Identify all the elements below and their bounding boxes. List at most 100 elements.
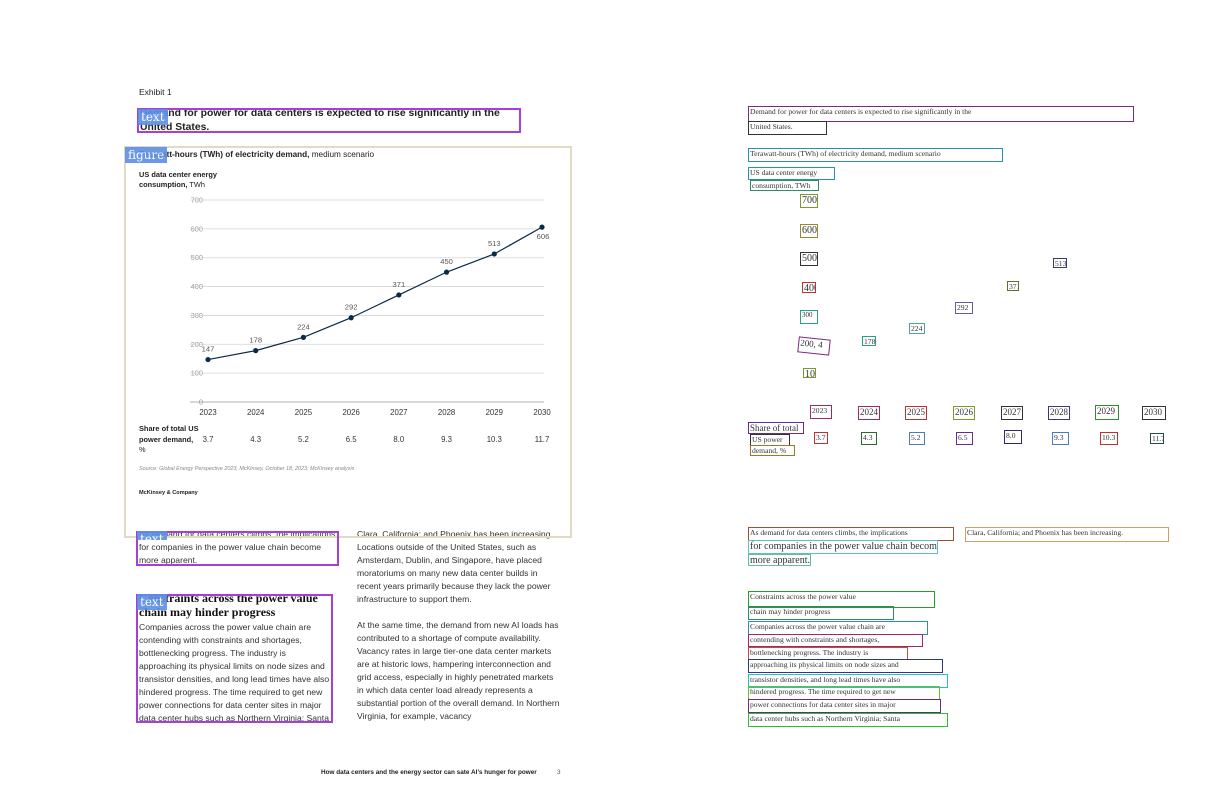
- ocr-box: 9.3: [1052, 432, 1069, 445]
- ocr-box: more apparent.: [748, 554, 811, 566]
- ocr-box: Constraints across the power value: [748, 591, 935, 608]
- share-value: 4.3: [250, 435, 261, 444]
- body-paragraph: At the same time, the demand from new AI…: [357, 620, 560, 721]
- ocr-box: transistor densities, and long lead time…: [748, 674, 948, 688]
- y-label-bold: US data center energy consumption,: [139, 170, 218, 189]
- share-unit: %: [139, 445, 146, 454]
- data-label: 606: [537, 232, 550, 241]
- x-tick-label: 2023: [199, 408, 216, 417]
- ocr-box: 10.3: [1100, 432, 1118, 445]
- region-tag: text: [137, 594, 167, 610]
- ocr-box: 500: [800, 252, 818, 266]
- ocr-box: 2027: [1001, 406, 1023, 420]
- ocr-box: approaching its physical limits on node …: [748, 659, 943, 673]
- ocr-box: 5.2: [909, 432, 925, 445]
- data-label: 224: [297, 322, 310, 331]
- data-point: [205, 356, 211, 363]
- brand: McKinsey & Company: [139, 490, 198, 496]
- data-line: [207, 226, 543, 361]
- ocr-box: 2025: [905, 406, 927, 420]
- exhibit-label: Exhibit 1: [139, 87, 172, 97]
- share-value: 10.3: [487, 435, 502, 444]
- x-tick-label: 2025: [295, 408, 313, 417]
- ocr-box: power connections for data center sites …: [748, 699, 941, 713]
- ocr-box: As demand for data centers climbs, the i…: [748, 527, 954, 541]
- data-point: [443, 269, 450, 275]
- subtitle-bold: Terawatt-hours (TWh) of electricity dema…: [139, 150, 310, 159]
- ocr-box: demand, %: [750, 445, 795, 456]
- text-box: [136, 531, 339, 566]
- ocr-box: 2028: [1048, 406, 1070, 420]
- footer-title: How data centers and the energy sector c…: [321, 769, 537, 776]
- ocr-box: 513: [1053, 258, 1067, 268]
- ocr-box: United States.: [748, 121, 827, 135]
- share-label: Share of total US power demand, %: [139, 424, 201, 456]
- ocr-box: 292: [955, 302, 973, 314]
- ocr-box: 700: [800, 194, 818, 208]
- ocr-box: 100: [803, 368, 816, 378]
- exhibit-heading: Demand for power for data centers is exp…: [140, 108, 500, 133]
- source: Source: Global Energy Perspective 2023, …: [139, 466, 355, 472]
- data-label: 292: [345, 303, 358, 312]
- ocr-box: Share of total: [748, 422, 804, 434]
- ocr-box: Terawatt-hours (TWh) of electricity dema…: [748, 148, 1003, 162]
- ocr-box: 8.0: [1004, 430, 1022, 444]
- ocr-box: contending with constraints and shortage…: [748, 634, 923, 647]
- chart-subtitle: Terawatt-hours (TWh) of electricity dema…: [139, 150, 374, 159]
- ocr-box: Clara, California; and Phoenix has been …: [965, 527, 1169, 542]
- data-point: [348, 315, 354, 321]
- ocr-box: Demand for power for data centers is exp…: [748, 106, 1134, 122]
- ocr-box: data center hubs such as Northern Virgin…: [748, 713, 948, 727]
- ocr-box: 2030: [1142, 406, 1166, 420]
- share-value: 3.7: [203, 435, 214, 444]
- ocr-box: 400: [802, 282, 816, 293]
- ocr-box: 11.7: [1150, 433, 1164, 444]
- heading-box: [137, 108, 521, 133]
- ocr-box: 300: [800, 310, 818, 324]
- ocr-box: 2023: [810, 405, 832, 419]
- data-label: 513: [488, 239, 501, 248]
- ocr-box: hindered progress. The time required to …: [748, 686, 940, 700]
- ocr-box: 3.7: [814, 432, 828, 444]
- region-tag: figure: [125, 147, 168, 163]
- region-tag: text: [138, 109, 168, 125]
- share-value: 9.3: [441, 435, 452, 444]
- ocr-box: 2026: [953, 406, 975, 420]
- share-value: 11.7: [535, 435, 550, 444]
- x-tick-label: 2029: [486, 408, 503, 417]
- share-label-bold: Share of total US power demand,: [139, 424, 199, 444]
- ocr-box: US data center energy: [748, 167, 835, 180]
- x-tick-label: 2026: [342, 408, 359, 417]
- body-paragraph: Companies across the power value chain a…: [139, 622, 330, 722]
- data-label: 178: [249, 336, 262, 345]
- ocr-box: 200, 4: [797, 336, 831, 356]
- data-point: [491, 251, 497, 257]
- share-value: 8.0: [393, 435, 405, 444]
- ocr-box: 6.5: [956, 432, 973, 445]
- data-label: 371: [393, 280, 406, 289]
- ocr-box: 4.3: [861, 432, 877, 445]
- figure-box: [124, 146, 572, 538]
- share-value: 6.5: [346, 435, 358, 444]
- ocr-box: 224: [909, 323, 925, 334]
- subtitle-rest: medium scenario: [309, 150, 375, 159]
- body-paragraph: Clara, California; and Phoenix has been …: [357, 529, 553, 604]
- x-tick-label: 2030: [533, 408, 551, 417]
- data-label: 450: [440, 257, 453, 266]
- ocr-box: 600: [800, 224, 818, 238]
- region-tag: text: [137, 531, 167, 540]
- data-label: 147: [202, 345, 215, 354]
- data-point: [396, 292, 402, 298]
- x-tick-label: 2028: [438, 408, 455, 417]
- ocr-box: 2024: [858, 406, 880, 420]
- data-point: [539, 224, 545, 230]
- page-number: 3: [557, 769, 561, 776]
- ocr-box: Companies across the power value chain a…: [748, 621, 928, 635]
- x-tick-label: 2027: [390, 408, 407, 417]
- ocr-box: 371: [1007, 281, 1019, 291]
- y-label-unit: TWh: [187, 180, 205, 189]
- ocr-box: 2029: [1095, 405, 1119, 420]
- data-point: [300, 334, 307, 340]
